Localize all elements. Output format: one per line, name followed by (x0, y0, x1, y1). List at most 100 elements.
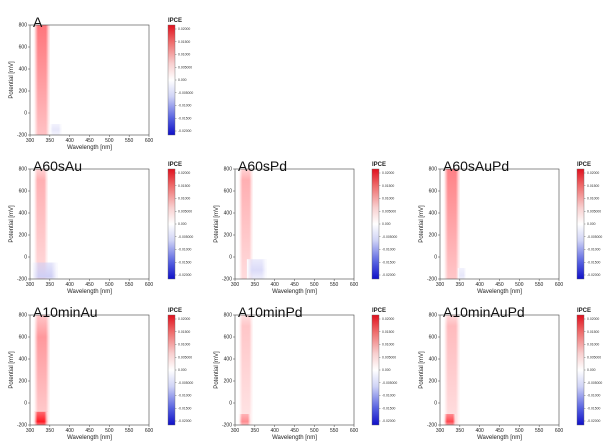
colorbar (167, 314, 176, 426)
colorbar-tick-label: 0.000 (178, 368, 187, 372)
y-axis-label: Potential [mV] (9, 205, 15, 243)
y-tick-label: 400 (224, 211, 233, 217)
colorbar-tick-label: -0.01000 (178, 104, 191, 108)
x-axis-label: Wavelength [nm] (272, 435, 317, 441)
colorbar-tick-label: -0.005000 (178, 381, 193, 385)
x-tick-label: 550 (535, 282, 544, 288)
x-tick-label: 600 (555, 282, 564, 288)
x-tick-label: 550 (330, 282, 339, 288)
y-tick-label: 800 (429, 313, 438, 319)
y-axis-label: Potential [mV] (9, 61, 15, 99)
x-tick-label: 500 (105, 138, 114, 144)
x-tick-label: 550 (535, 428, 544, 434)
x-tick-label: 600 (350, 282, 359, 288)
colorbar-tick-label: -0.005000 (587, 381, 602, 385)
y-axis-label: Potential [mV] (419, 351, 425, 389)
colorbar-tick-label: 0.005000 (382, 209, 396, 213)
x-tick-label: 550 (125, 138, 134, 144)
colorbar-tick-label: 0.01000 (178, 53, 190, 57)
heatmap-cell-negative (246, 259, 267, 279)
colorbar-tick-label: 0.005000 (178, 355, 192, 359)
y-tick-label: 600 (224, 335, 233, 341)
colorbar-tick-label: -0.01500 (382, 260, 395, 264)
colorbar-tick-label: 0.01000 (587, 197, 599, 201)
colorbar-tick-label: -0.01000 (587, 394, 600, 398)
colorbar (576, 168, 585, 280)
colorbar-tick-label: 0.000 (178, 78, 187, 82)
x-tick-label: 450 (85, 428, 94, 434)
x-tick-label: 300 (26, 428, 35, 434)
colorbar-tick-label: 0.000 (587, 222, 596, 226)
x-tick-label: 450 (495, 428, 504, 434)
y-tick-label: 400 (224, 357, 233, 363)
y-tick-label: 0 (24, 401, 27, 407)
colorbar-tick-label: -0.02000 (587, 273, 600, 277)
y-tick-label: 200 (19, 379, 28, 385)
heatmap-cell-positive (33, 315, 50, 425)
colorbar-tick-label: 0.005000 (382, 355, 396, 359)
y-tick-label: -200 (17, 277, 27, 283)
x-tick-label: 600 (350, 428, 359, 434)
colorbar-tick-label: 0.02000 (382, 171, 394, 175)
colorbar-tick-label: -0.02000 (178, 273, 191, 277)
x-tick-label: 350 (456, 428, 465, 434)
heatmap-cell-positive (33, 25, 50, 135)
colorbar-tick-label: -0.005000 (178, 91, 193, 95)
x-tick-label: 300 (231, 428, 240, 434)
x-axis-label: Wavelength [nm] (67, 289, 112, 295)
heatmap-cell-positive-strong (443, 414, 456, 425)
x-tick-label: 300 (26, 282, 35, 288)
colorbar-title: IPCE (372, 308, 386, 314)
x-tick-label: 600 (145, 282, 154, 288)
x-tick-label: 550 (125, 428, 134, 434)
colorbar-tick-label: 0.01000 (382, 343, 394, 347)
x-axis-label: Wavelength [nm] (67, 435, 112, 441)
x-tick-label: 350 (46, 428, 55, 434)
colorbar-tick-label: 0.02000 (178, 27, 190, 31)
x-tick-label: 600 (145, 428, 154, 434)
colorbar-tick-label: -0.01500 (178, 116, 191, 120)
colorbar-tick-label: 0.01500 (178, 330, 190, 334)
x-tick-label: 350 (251, 282, 260, 288)
x-axis-label: Wavelength [nm] (67, 145, 112, 151)
y-tick-label: 400 (19, 211, 28, 217)
x-tick-label: 400 (65, 428, 74, 434)
colorbar-tick-label: 0.02000 (178, 171, 190, 175)
colorbar-tick-label: -0.01500 (587, 260, 600, 264)
y-tick-label: 600 (19, 45, 28, 51)
y-tick-label: -200 (222, 423, 232, 429)
colorbar (167, 168, 176, 280)
y-tick-label: 200 (429, 233, 438, 239)
x-tick-label: 300 (436, 282, 445, 288)
x-tick-label: 450 (85, 282, 94, 288)
plot-area (235, 315, 354, 425)
y-tick-label: 400 (19, 67, 28, 73)
y-tick-label: 0 (434, 401, 437, 407)
heatmap-cell-positive (443, 315, 460, 425)
colorbar-title: IPCE (372, 162, 386, 168)
x-axis-label: Wavelength [nm] (272, 289, 317, 295)
y-axis-label: Potential [mV] (214, 205, 220, 243)
heatmap-cell-positive-strong (238, 414, 251, 425)
colorbar-tick-label: 0.000 (178, 222, 187, 226)
colorbar-tick-label: 0.01500 (587, 184, 599, 188)
panel-title: A60sAuPd (443, 158, 509, 174)
y-tick-label: 800 (224, 167, 233, 173)
y-tick-label: 600 (19, 189, 28, 195)
colorbar-tick-label: 0.005000 (178, 209, 192, 213)
colorbar-tick-label: 0.000 (382, 368, 391, 372)
panel-title: A (33, 14, 43, 30)
colorbar (576, 314, 585, 426)
y-tick-label: 800 (19, 167, 28, 173)
y-tick-label: 200 (224, 233, 233, 239)
y-tick-label: 600 (429, 335, 438, 341)
y-tick-label: 600 (224, 189, 233, 195)
colorbar-tick-label: 0.01500 (178, 40, 190, 44)
x-tick-label: 500 (310, 282, 319, 288)
colorbar (371, 168, 380, 280)
x-tick-label: 400 (475, 428, 484, 434)
y-tick-label: 400 (429, 211, 438, 217)
heatmap-cell-negative (49, 124, 62, 135)
y-tick-label: 0 (229, 401, 232, 407)
